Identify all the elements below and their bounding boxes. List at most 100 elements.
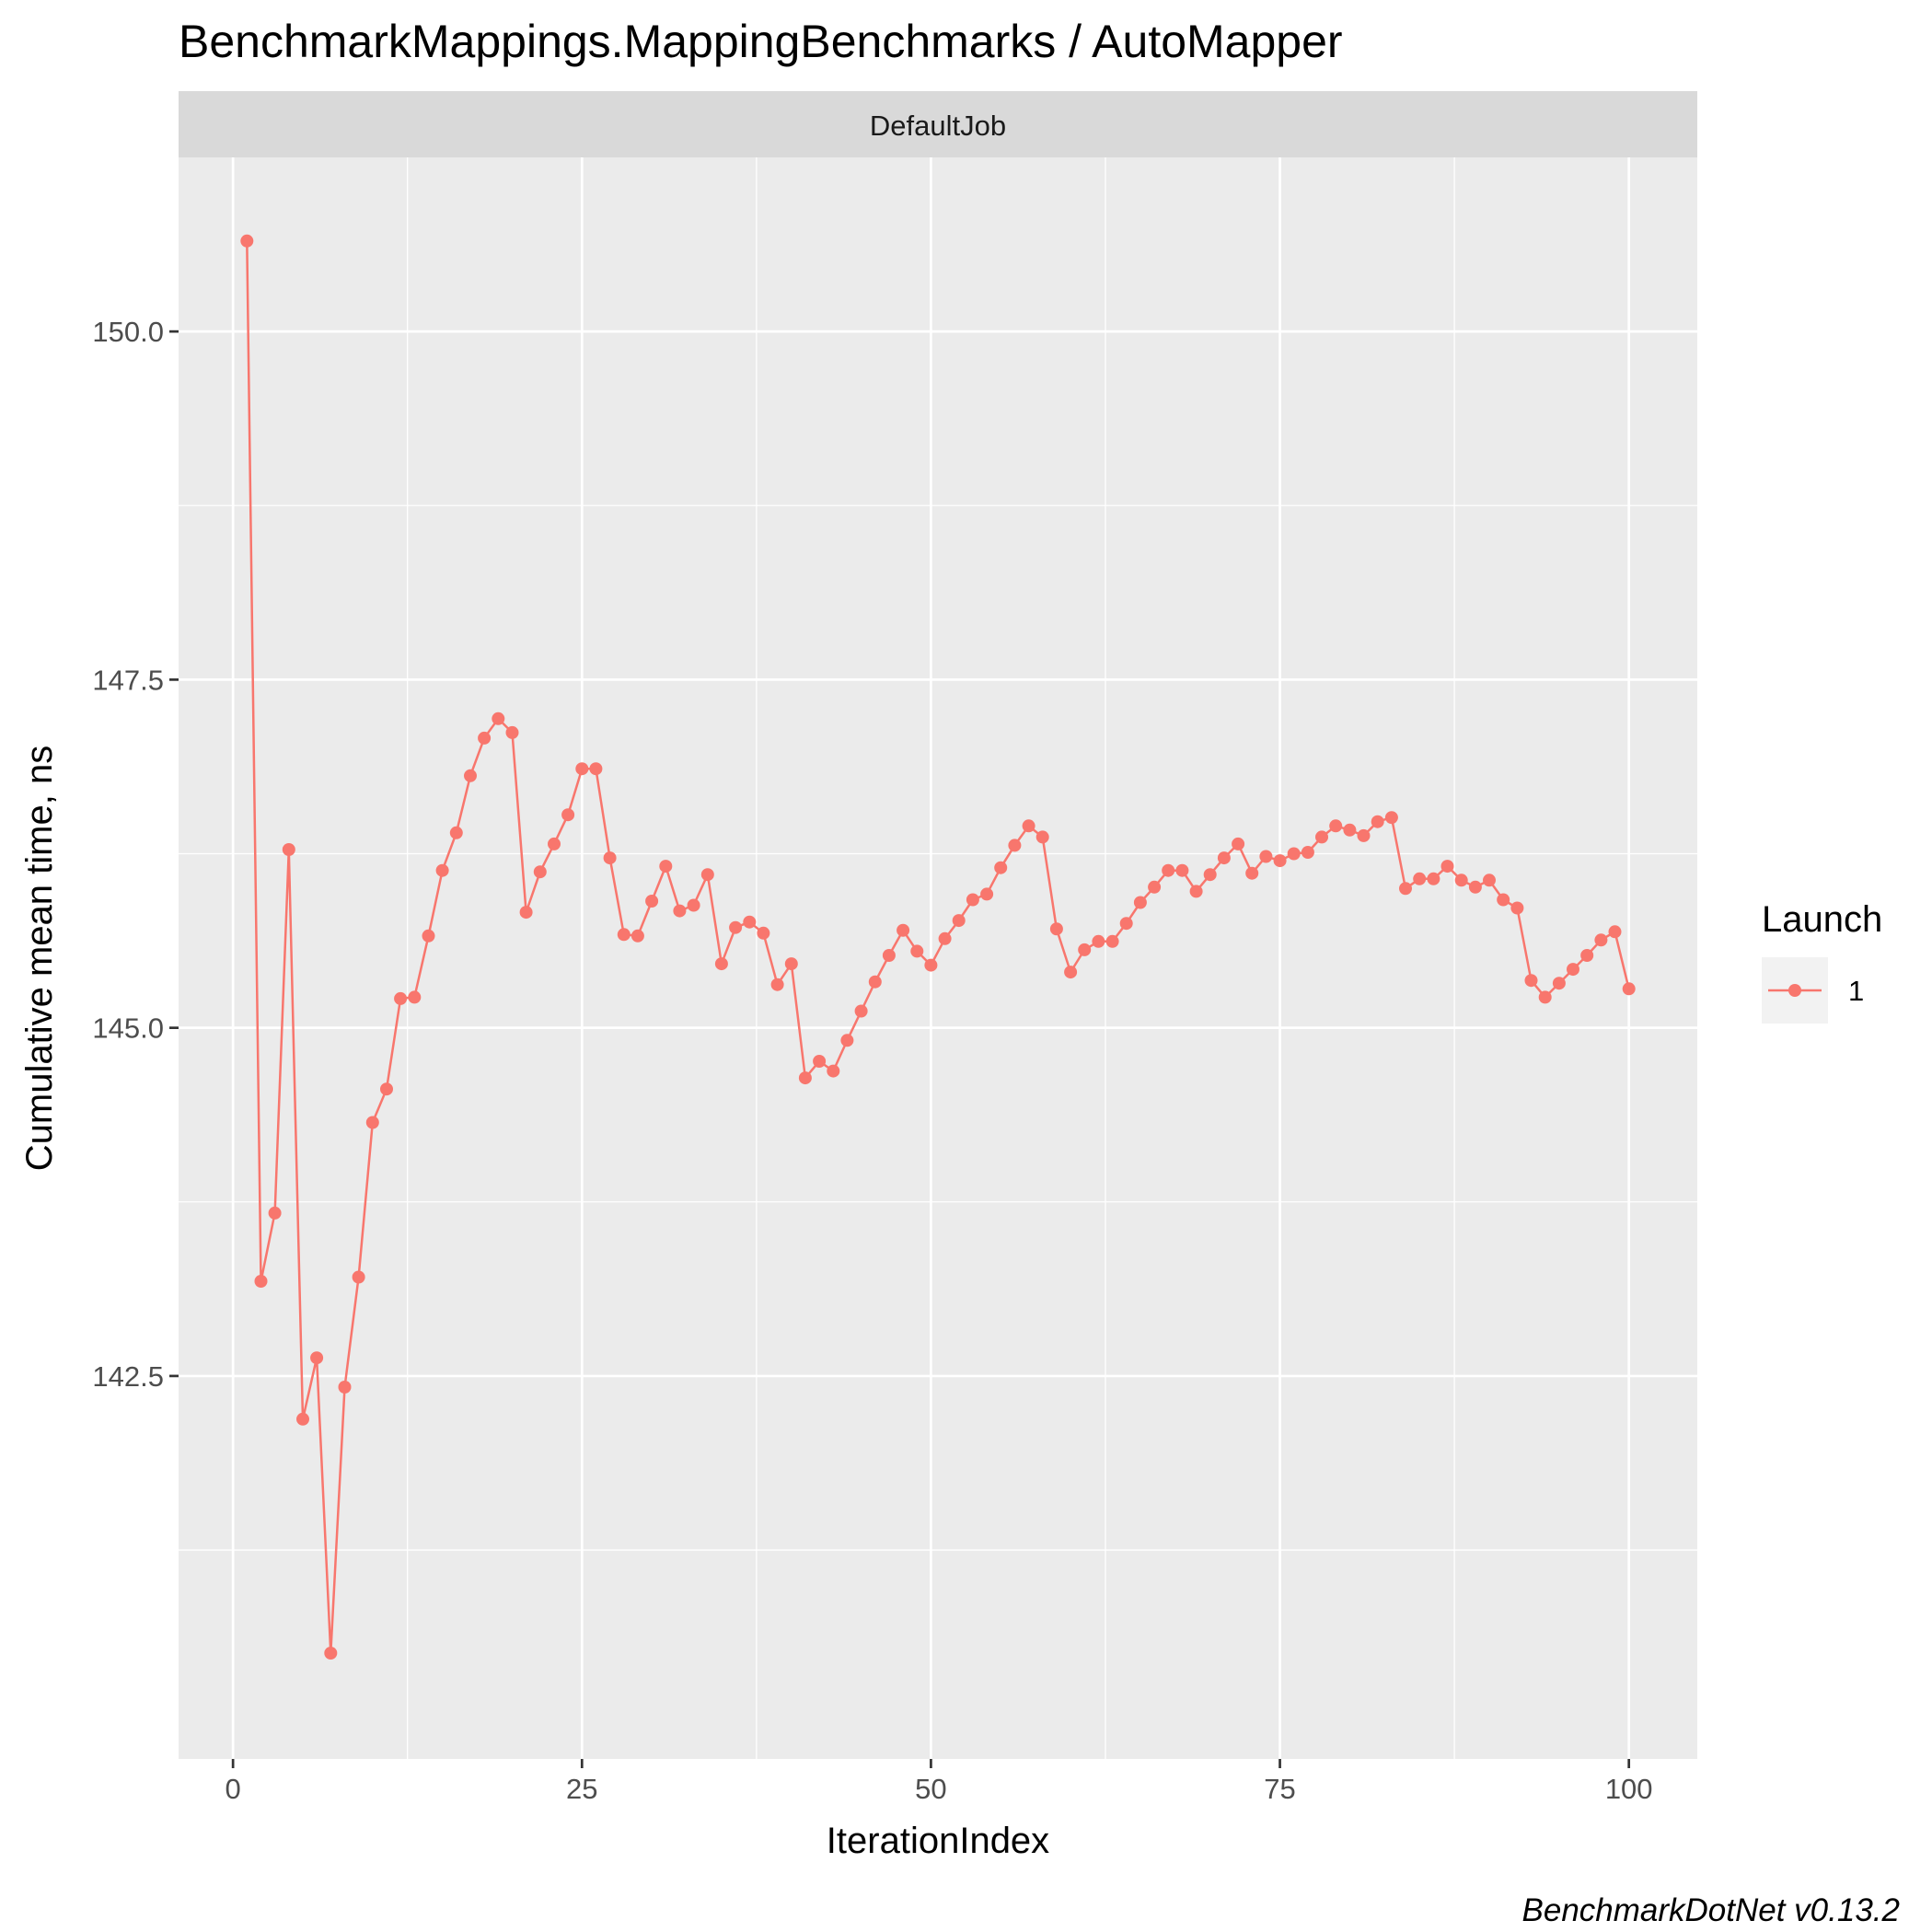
data-point (938, 931, 952, 945)
chart-title: BenchmarkMappings.MappingBenchmarks / Au… (179, 16, 1343, 67)
data-point (1217, 851, 1231, 865)
data-point (1315, 830, 1328, 844)
data-point (994, 861, 1008, 874)
data-point (798, 1071, 812, 1085)
x-tick-label: 25 (566, 1773, 597, 1805)
data-point (310, 1351, 324, 1365)
data-point (478, 731, 492, 745)
data-point (770, 978, 784, 991)
data-point (659, 860, 673, 873)
y-axis-title: Cumulative mean time, ns (19, 746, 60, 1171)
data-point (714, 957, 728, 971)
data-point (1538, 990, 1552, 1004)
data-point (589, 762, 603, 776)
data-point (897, 923, 910, 937)
data-point (1552, 977, 1566, 990)
data-point (1413, 872, 1427, 885)
data-point (1622, 982, 1636, 996)
data-point (784, 957, 798, 971)
data-point (1203, 868, 1217, 882)
data-point (408, 990, 422, 1004)
data-point (1580, 949, 1594, 962)
caption: BenchmarkDotNet v0.13.2 (1522, 1892, 1900, 1928)
legend-title: Launch (1762, 899, 1882, 940)
data-point (1524, 974, 1538, 988)
data-point (840, 1034, 854, 1047)
data-point (1384, 811, 1398, 825)
data-point (1119, 917, 1133, 931)
data-point (548, 837, 561, 850)
data-point (1259, 850, 1273, 863)
data-point (687, 898, 700, 912)
data-point (1329, 819, 1343, 833)
data-point (1189, 885, 1203, 898)
data-point (700, 868, 714, 882)
data-point (1092, 934, 1105, 948)
data-point (324, 1647, 338, 1660)
series-launch-1 (240, 234, 1636, 1660)
x-tick-label: 0 (226, 1773, 241, 1805)
data-point (1148, 880, 1162, 894)
data-point (673, 904, 687, 918)
data-point (1608, 925, 1622, 939)
facet-strip (179, 91, 1697, 157)
data-point (519, 906, 533, 920)
data-point (296, 1412, 309, 1426)
data-point (743, 915, 757, 929)
data-point (449, 826, 463, 839)
legend: Launch 1 (1762, 899, 1882, 1024)
y-tick-label: 145.0 (92, 1012, 164, 1045)
data-point (827, 1064, 840, 1078)
data-point (1133, 896, 1147, 909)
data-point (394, 991, 408, 1005)
data-point (617, 928, 631, 942)
data-point (1245, 866, 1259, 880)
data-point (603, 851, 617, 865)
data-point (1287, 847, 1301, 861)
x-axis-title: IterationIndex (827, 1821, 1049, 1861)
data-point (492, 711, 505, 725)
data-point (1064, 966, 1078, 979)
data-point (1301, 846, 1314, 859)
major-gridlines (179, 157, 1697, 1759)
data-point (1497, 893, 1510, 907)
data-point (645, 895, 659, 908)
data-point (966, 893, 979, 907)
data-point (1427, 872, 1440, 885)
data-point (910, 944, 924, 958)
data-point (729, 920, 743, 934)
data-point (1371, 815, 1384, 828)
data-point (422, 929, 435, 943)
data-point (282, 843, 295, 856)
data-point (1232, 837, 1245, 850)
data-point (575, 762, 589, 776)
data-point (1343, 823, 1357, 837)
series-line (246, 240, 1630, 1655)
data-point (352, 1270, 365, 1284)
data-point (1105, 934, 1119, 948)
facet-label: DefaultJob (870, 110, 1006, 142)
y-tick-label: 150.0 (92, 316, 164, 348)
data-point (533, 865, 547, 879)
data-point (924, 958, 938, 972)
data-point (365, 1116, 379, 1129)
data-point (1399, 882, 1412, 896)
data-point (380, 1082, 393, 1096)
data-point (813, 1055, 827, 1068)
data-point (1175, 863, 1189, 877)
data-point (1567, 963, 1579, 977)
data-point (868, 975, 882, 989)
data-point (1022, 819, 1035, 833)
data-point (505, 725, 519, 739)
data-point (1162, 863, 1175, 877)
data-point (980, 887, 994, 901)
data-point (338, 1381, 352, 1394)
data-point (464, 769, 477, 782)
data-point (1049, 922, 1063, 936)
y-tick-label: 142.5 (92, 1360, 164, 1393)
data-point (268, 1206, 282, 1220)
minor-gridlines (179, 157, 1697, 1759)
y-axis: 142.5 145.0 147.5 150.0 (92, 316, 179, 1393)
data-point (1357, 828, 1371, 842)
